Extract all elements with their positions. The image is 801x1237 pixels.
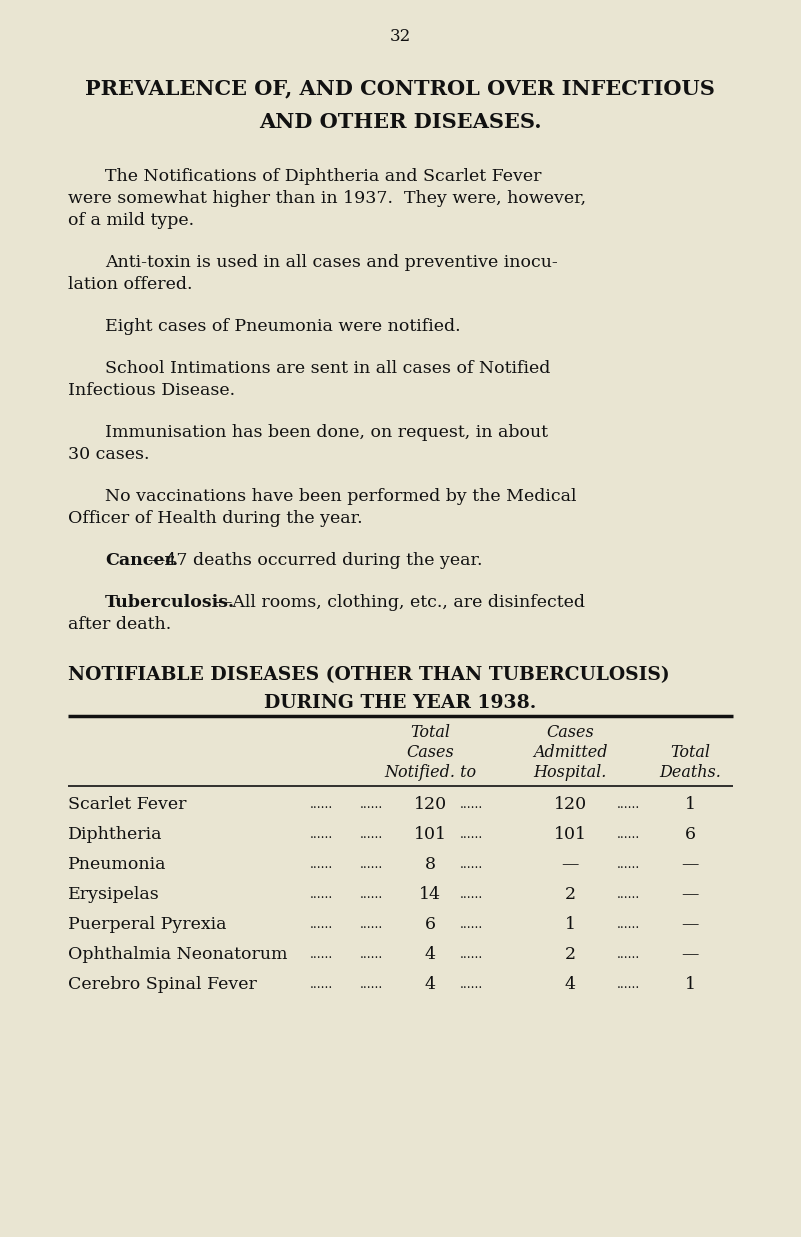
Text: Puerperal Pyrexia: Puerperal Pyrexia: [68, 917, 227, 933]
Text: ......: ......: [360, 978, 383, 991]
Text: Officer of Health during the year.: Officer of Health during the year.: [68, 510, 363, 527]
Text: ......: ......: [310, 828, 333, 841]
Text: ......: ......: [460, 888, 483, 901]
Text: 1: 1: [685, 795, 695, 813]
Text: ......: ......: [460, 918, 483, 931]
Text: ......: ......: [617, 888, 640, 901]
Text: Anti-toxin is used in all cases and preventive inocu-: Anti-toxin is used in all cases and prev…: [105, 254, 557, 271]
Text: 1: 1: [685, 976, 695, 993]
Text: DURING THE YEAR 1938.: DURING THE YEAR 1938.: [264, 694, 536, 713]
Text: —: —: [562, 856, 578, 873]
Text: —: —: [682, 946, 698, 962]
Text: Admitted: Admitted: [533, 743, 607, 761]
Text: 32: 32: [389, 28, 411, 45]
Text: NOTIFIABLE DISEASES (OTHER THAN TUBERCULOSIS): NOTIFIABLE DISEASES (OTHER THAN TUBERCUL…: [68, 666, 670, 684]
Text: Tuberculosis.: Tuberculosis.: [105, 594, 235, 611]
Text: ......: ......: [460, 948, 483, 961]
Text: —: —: [682, 886, 698, 903]
Text: 14: 14: [419, 886, 441, 903]
Text: ......: ......: [310, 858, 333, 871]
Text: 101: 101: [553, 826, 586, 842]
Text: ......: ......: [460, 798, 483, 811]
Text: ......: ......: [360, 798, 383, 811]
Text: 4: 4: [425, 946, 436, 962]
Text: 4: 4: [425, 976, 436, 993]
Text: 4: 4: [565, 976, 575, 993]
Text: 120: 120: [413, 795, 447, 813]
Text: Cases: Cases: [546, 724, 594, 741]
Text: 6: 6: [685, 826, 695, 842]
Text: No vaccinations have been performed by the Medical: No vaccinations have been performed by t…: [105, 489, 577, 505]
Text: were somewhat higher than in 1937.  They were, however,: were somewhat higher than in 1937. They …: [68, 190, 586, 207]
Text: Diphtheria: Diphtheria: [68, 826, 163, 842]
Text: ......: ......: [617, 858, 640, 871]
Text: ......: ......: [360, 948, 383, 961]
Text: Cerebro Spinal Fever: Cerebro Spinal Fever: [68, 976, 257, 993]
Text: ......: ......: [310, 948, 333, 961]
Text: ......: ......: [617, 918, 640, 931]
Text: —: —: [682, 856, 698, 873]
Text: Cancer.: Cancer.: [105, 552, 178, 569]
Text: Total: Total: [670, 743, 710, 761]
Text: 2: 2: [565, 886, 576, 903]
Text: Pneumonia: Pneumonia: [68, 856, 167, 873]
Text: —: —: [682, 917, 698, 933]
Text: ......: ......: [360, 828, 383, 841]
Text: —47 deaths occurred during the year.: —47 deaths occurred during the year.: [148, 552, 482, 569]
Text: ......: ......: [617, 828, 640, 841]
Text: 8: 8: [425, 856, 436, 873]
Text: ......: ......: [460, 978, 483, 991]
Text: ......: ......: [360, 858, 383, 871]
Text: ......: ......: [310, 888, 333, 901]
Text: after death.: after death.: [68, 616, 171, 633]
Text: ......: ......: [460, 858, 483, 871]
Text: Cases: Cases: [406, 743, 454, 761]
Text: Notified. to: Notified. to: [384, 764, 476, 781]
Text: 30 cases.: 30 cases.: [68, 447, 150, 463]
Text: ......: ......: [360, 918, 383, 931]
Text: 101: 101: [413, 826, 446, 842]
Text: ......: ......: [460, 828, 483, 841]
Text: Scarlet Fever: Scarlet Fever: [68, 795, 187, 813]
Text: Ophthalmia Neonatorum: Ophthalmia Neonatorum: [68, 946, 288, 962]
Text: 6: 6: [425, 917, 436, 933]
Text: lation offered.: lation offered.: [68, 276, 192, 293]
Text: ......: ......: [310, 918, 333, 931]
Text: ......: ......: [617, 798, 640, 811]
Text: ......: ......: [617, 978, 640, 991]
Text: ......: ......: [310, 798, 333, 811]
Text: Immunisation has been done, on request, in about: Immunisation has been done, on request, …: [105, 424, 548, 442]
Text: —All rooms, clothing, etc., are disinfected: —All rooms, clothing, etc., are disinfec…: [215, 594, 585, 611]
Text: PREVALENCE OF, AND CONTROL OVER INFECTIOUS: PREVALENCE OF, AND CONTROL OVER INFECTIO…: [85, 78, 715, 98]
Text: Deaths.: Deaths.: [659, 764, 721, 781]
Text: ......: ......: [310, 978, 333, 991]
Text: 2: 2: [565, 946, 576, 962]
Text: Infectious Disease.: Infectious Disease.: [68, 382, 235, 400]
Text: 120: 120: [553, 795, 586, 813]
Text: Total: Total: [410, 724, 450, 741]
Text: Erysipelas: Erysipelas: [68, 886, 159, 903]
Text: Eight cases of Pneumonia were notified.: Eight cases of Pneumonia were notified.: [105, 318, 461, 335]
Text: Hospital.: Hospital.: [533, 764, 606, 781]
Text: The Notifications of Diphtheria and Scarlet Fever: The Notifications of Diphtheria and Scar…: [105, 168, 541, 186]
Text: 1: 1: [565, 917, 575, 933]
Text: AND OTHER DISEASES.: AND OTHER DISEASES.: [259, 113, 541, 132]
Text: School Intimations are sent in all cases of Notified: School Intimations are sent in all cases…: [105, 360, 550, 377]
Text: of a mild type.: of a mild type.: [68, 212, 194, 229]
Text: ......: ......: [617, 948, 640, 961]
Text: ......: ......: [360, 888, 383, 901]
